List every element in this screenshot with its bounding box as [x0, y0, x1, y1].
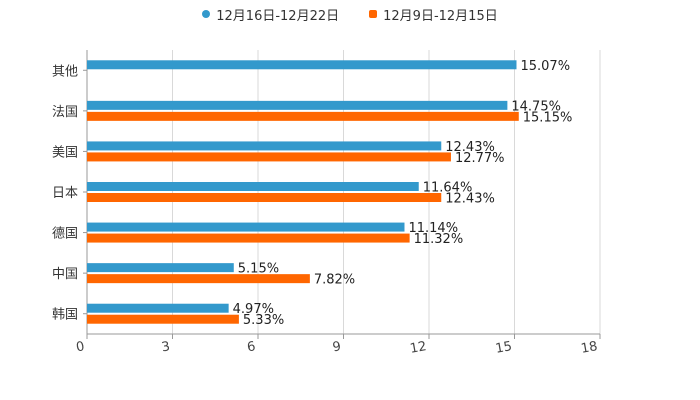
data-label: 4.97% [233, 302, 274, 317]
category-label: 法国 [52, 105, 78, 120]
x-tick-label: 15 [494, 339, 513, 357]
data-label: 14.75% [511, 99, 561, 114]
bar-series-2 [87, 193, 442, 202]
category-label: 其他 [52, 64, 78, 79]
data-label: 12.43% [445, 140, 495, 155]
data-label: 15.07% [520, 59, 570, 74]
bar-series-1 [87, 141, 442, 151]
bar-series-2 [87, 111, 519, 121]
bar-series-2 [87, 314, 239, 324]
data-label: 15.15% [523, 110, 573, 125]
legend-item-series-2[interactable]: 12月9日-12月15日 [369, 5, 498, 24]
data-label: 11.64% [423, 181, 473, 196]
legend-item-series-1[interactable]: 12月16日-12月22日 [202, 5, 339, 24]
legend-label: 12月16日-12月22日 [216, 8, 340, 24]
x-tick-label: 12 [409, 339, 428, 357]
data-label: 7.82% [314, 273, 355, 288]
bar-series-2 [87, 274, 310, 284]
legend-label: 12月9日-12月15日 [383, 8, 498, 24]
category-label: 日本 [52, 186, 78, 201]
bar-series-1 [87, 222, 405, 232]
data-label: 11.32% [414, 232, 464, 247]
category-label: 美国 [52, 145, 78, 160]
x-tick-label: 9 [331, 339, 342, 355]
bar-series-1 [87, 303, 229, 313]
x-tick-label: 18 [580, 339, 599, 357]
x-tick-label: 0 [75, 339, 86, 355]
data-label: 5.15% [238, 262, 279, 277]
bar-series-1 [87, 263, 234, 273]
bar-series-1 [87, 100, 508, 110]
x-tick-label: 6 [246, 339, 257, 355]
legend-square-icon [369, 10, 378, 18]
data-label: 5.33% [243, 313, 284, 328]
bar-series-2 [87, 233, 410, 243]
legend: 12月16日-12月22日 12月9日-12月15日 [0, 4, 700, 24]
legend-dot-icon [202, 10, 211, 18]
bar-series-1 [87, 182, 419, 191]
data-label: 11.14% [408, 221, 458, 236]
bar-series-1 [87, 60, 517, 70]
data-label: 12.43% [445, 192, 495, 207]
category-label: 德国 [52, 227, 78, 242]
data-label: 12.77% [455, 151, 505, 166]
bar-series-2 [87, 152, 451, 162]
category-label: 韩国 [52, 308, 78, 323]
x-tick-label: 3 [160, 339, 171, 355]
category-label: 中国 [52, 267, 78, 282]
